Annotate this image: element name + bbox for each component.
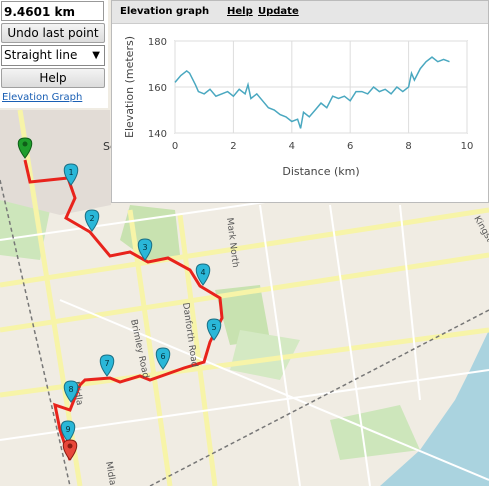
waypoint-label: 2 bbox=[89, 214, 94, 223]
graph-title: Elevation graph bbox=[120, 6, 210, 17]
waypoint-label: 1 bbox=[68, 168, 73, 177]
waypoint-marker[interactable]: 7 bbox=[99, 354, 115, 377]
y-tick-label: 160 bbox=[148, 83, 167, 94]
waypoint-marker[interactable]: 4 bbox=[195, 263, 211, 286]
x-tick-label: 4 bbox=[289, 141, 295, 152]
elevation-chart: 140 160 180 0 2 4 6 8 10 Distance (km) Elevation (… bbox=[123, 36, 474, 178]
elevation-graph-window: Elevation graph Help Update 140 160 180 0 2 4… bbox=[111, 0, 489, 203]
rail-line bbox=[0, 179, 489, 486]
waypoint-marker[interactable]: 9 bbox=[60, 420, 76, 443]
waypoint-label: 9 bbox=[65, 425, 70, 434]
lake bbox=[380, 330, 489, 486]
waypoint-marker[interactable]: 1 bbox=[63, 163, 79, 186]
undo-last-point-button[interactable]: Undo last point bbox=[1, 23, 105, 43]
chevron-down-icon: ▼ bbox=[92, 50, 100, 61]
waypoint-label: 8 bbox=[68, 385, 73, 394]
route-line bbox=[23, 159, 224, 461]
end-marker[interactable] bbox=[62, 439, 78, 461]
x-tick-label: 6 bbox=[347, 141, 353, 152]
graph-help-link[interactable]: Help bbox=[227, 6, 253, 17]
x-tick-label: 0 bbox=[172, 141, 178, 152]
x-axis-label: Distance (km) bbox=[282, 165, 359, 178]
x-tick-label: 2 bbox=[230, 141, 236, 152]
waypoint-marker[interactable]: 5 bbox=[206, 318, 222, 341]
elevation-series-line bbox=[174, 56, 450, 129]
map-label: Midla bbox=[103, 461, 117, 486]
waypoint-label: 4 bbox=[200, 268, 205, 277]
route-mode-value: Straight line bbox=[4, 48, 78, 62]
control-panel: 9.4601 km Undo last point Straight line … bbox=[0, 0, 108, 108]
waypoint-label: 7 bbox=[104, 359, 109, 368]
start-marker[interactable] bbox=[17, 137, 33, 159]
y-tick-label: 140 bbox=[148, 129, 167, 140]
urban-area bbox=[0, 110, 111, 215]
elevation-graph-link[interactable]: Elevation Graph bbox=[2, 92, 83, 103]
waypoint-marker[interactable]: 3 bbox=[137, 238, 153, 261]
waypoint-marker[interactable]: 8 bbox=[63, 380, 79, 403]
x-tick-label: 10 bbox=[461, 141, 474, 152]
route-mode-select[interactable]: Straight line ▼ bbox=[1, 45, 105, 66]
help-button[interactable]: Help bbox=[1, 68, 105, 88]
y-tick-label: 180 bbox=[148, 37, 167, 48]
graph-title-bar: Elevation graph Help Update bbox=[112, 1, 488, 24]
distance-display: 9.4601 km bbox=[1, 1, 104, 21]
park-area bbox=[215, 285, 270, 345]
graph-update-link[interactable]: Update bbox=[258, 6, 299, 17]
x-tick-label: 8 bbox=[405, 141, 411, 152]
waypoint-label: 3 bbox=[142, 243, 147, 252]
y-axis-label: Elevation (meters) bbox=[123, 36, 136, 138]
waypoint-marker[interactable]: 2 bbox=[84, 209, 100, 232]
waypoint-marker[interactable]: 6 bbox=[155, 347, 171, 370]
waypoint-label: 6 bbox=[160, 352, 165, 361]
waypoint-label: 5 bbox=[211, 323, 216, 332]
